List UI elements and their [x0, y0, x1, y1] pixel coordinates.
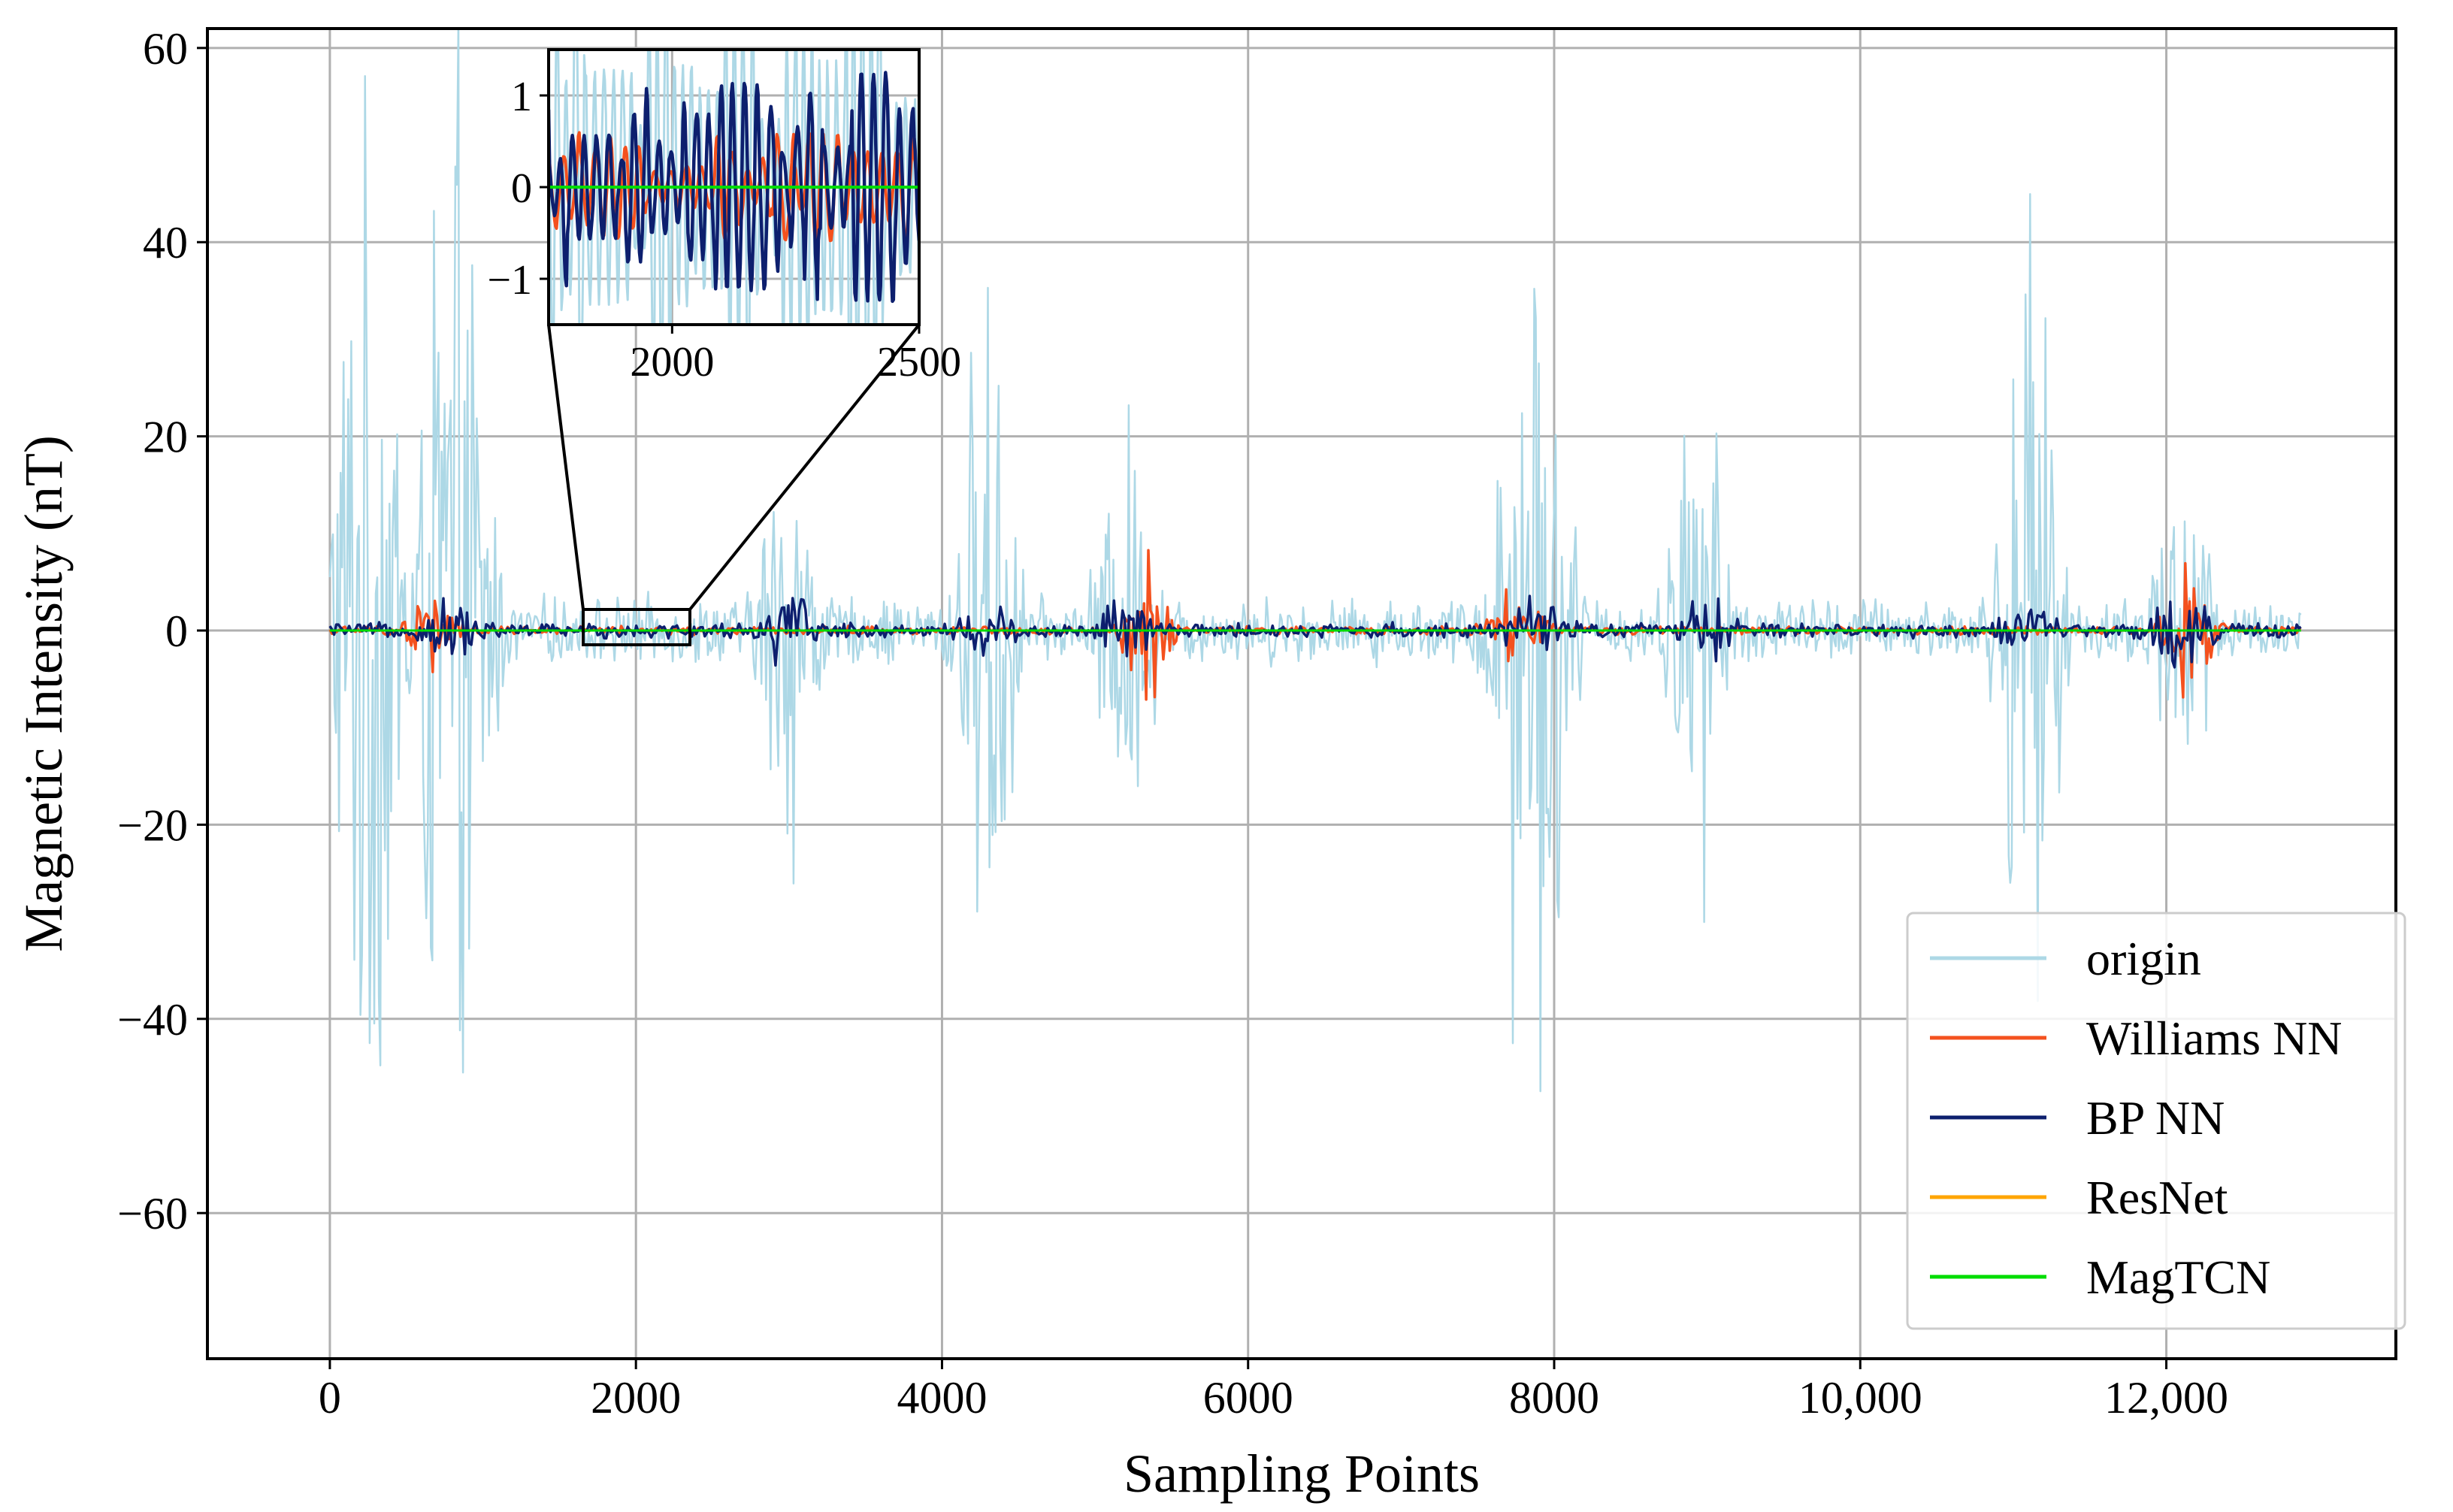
y-tick-label: 0 — [165, 606, 188, 656]
y-tick-label: −60 — [117, 1189, 188, 1238]
y-tick-label: 20 — [143, 413, 188, 462]
inset-series-layer — [549, 50, 919, 325]
x-tick-label: 12,000 — [2104, 1373, 2228, 1423]
inset-series-line-bp-nn — [549, 71, 919, 304]
zoom-region-box — [582, 608, 691, 646]
legend-label: BP NN — [2086, 1091, 2225, 1145]
x-tick-label: 8000 — [1509, 1373, 1599, 1423]
tick-layer: 0 2000 4000 6000 8000 10,000 12,000 60 40 20 0 −20 −… — [117, 24, 2228, 1423]
zoom-connector-left — [547, 324, 585, 610]
plot-frame — [206, 27, 2397, 1360]
inset-y-tick-label: −1 — [487, 257, 532, 304]
y-tick-label: −20 — [117, 800, 188, 850]
y-tick-label: −40 — [117, 995, 188, 1045]
x-tick-label: 2000 — [591, 1373, 681, 1423]
x-tick-label: 6000 — [1203, 1373, 1293, 1423]
x-axis-label: Sampling Points — [1124, 1444, 1480, 1504]
legend-box — [1906, 912, 2406, 1330]
x-tick-label: 0 — [319, 1373, 341, 1423]
legend: origin Williams NN BP NN ResNet MagTCN — [1906, 912, 2406, 1330]
inset-x-tick-label: 2500 — [877, 339, 961, 386]
legend-label: ResNet — [2086, 1171, 2228, 1224]
inset-y-tick-label: 1 — [511, 74, 532, 120]
inset-tick-layer: 2000 2500 1 0 −1 — [487, 74, 961, 386]
y-axis-label: Magnetic Intensity (nT) — [14, 435, 74, 952]
inset-series-line-origin — [549, 50, 919, 325]
x-tick-label: 10,000 — [1798, 1373, 1922, 1423]
legend-label: MagTCN — [2086, 1250, 2270, 1304]
series-layer — [328, 29, 2302, 1093]
x-tick-label: 4000 — [897, 1373, 987, 1423]
legend-label: origin — [2086, 932, 2201, 985]
legend-label: Williams NN — [2086, 1012, 2343, 1065]
y-tick-label: 40 — [143, 218, 188, 268]
y-tick-label: 60 — [143, 24, 188, 74]
inset-x-tick-label: 2000 — [630, 339, 714, 386]
inset-y-tick-label: 0 — [511, 165, 532, 212]
zoom-connector-right — [688, 323, 921, 611]
